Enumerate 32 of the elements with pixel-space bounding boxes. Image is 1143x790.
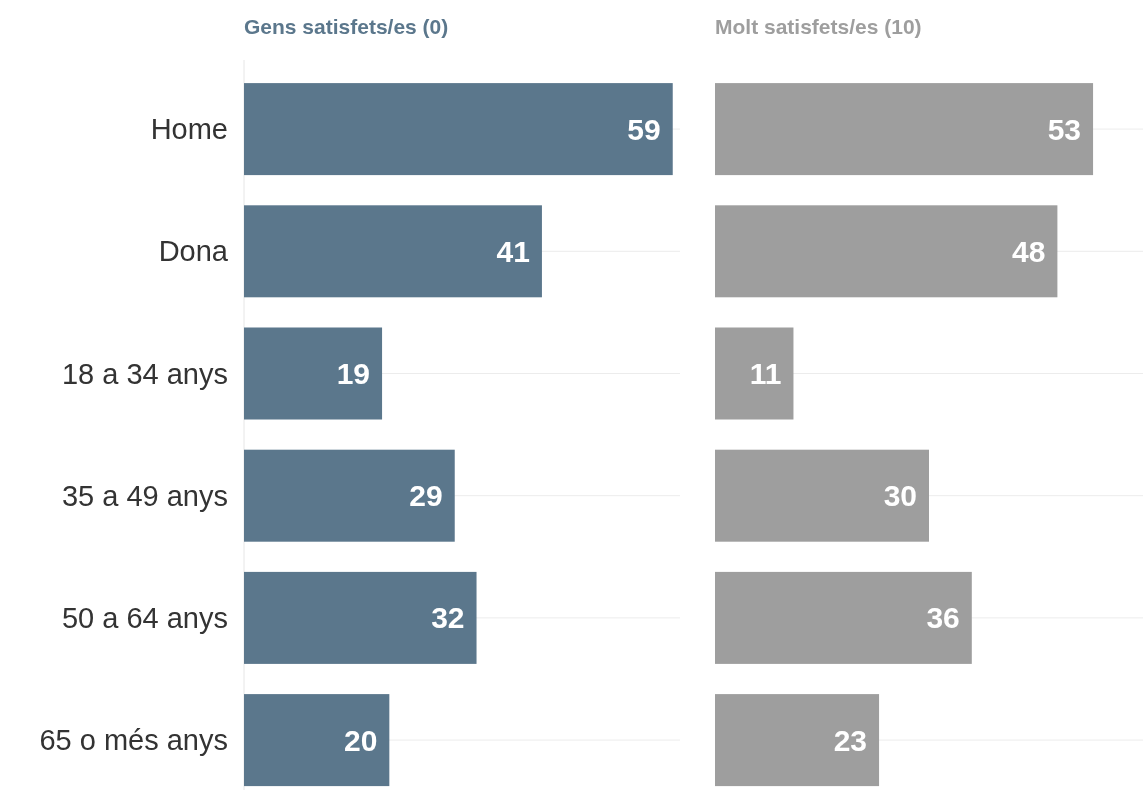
data-label: 23 <box>833 723 868 757</box>
data-label: 36 <box>926 601 960 635</box>
data-label: 32 <box>431 601 465 635</box>
bar <box>244 327 383 420</box>
bar <box>244 205 542 298</box>
data-label: 30 <box>883 479 917 513</box>
y-tick-label: 65 o més anys <box>39 724 228 757</box>
data-label: 59 <box>627 112 661 146</box>
bar <box>715 694 880 787</box>
y-tick-label: 18 a 34 anys <box>61 357 228 390</box>
chart-title: Gens satisfets/es (0) <box>244 15 449 38</box>
bar <box>715 205 1058 298</box>
bar <box>244 694 390 787</box>
y-tick-label: Home <box>150 113 228 146</box>
text: Molt satisfets/es (10) <box>715 15 922 38</box>
y-tick-label: 50 a 64 anys <box>61 602 228 635</box>
bar <box>244 449 455 542</box>
bar <box>715 327 794 420</box>
data-label: 29 <box>409 479 443 513</box>
bar <box>715 449 929 542</box>
y-tick-label: 35 a 49 anys <box>61 479 228 512</box>
bar <box>715 571 972 664</box>
data-label: 11 <box>749 357 782 390</box>
data-label: 48 <box>1012 234 1046 268</box>
data-label: 20 <box>343 723 378 757</box>
bar <box>715 83 1094 176</box>
data-label: 53 <box>1047 112 1082 146</box>
y-tick-label: Dona <box>158 235 229 268</box>
bar <box>244 571 477 664</box>
bar <box>244 83 673 176</box>
data-label: 41 <box>496 234 530 268</box>
data-label: 19 <box>336 357 371 390</box>
